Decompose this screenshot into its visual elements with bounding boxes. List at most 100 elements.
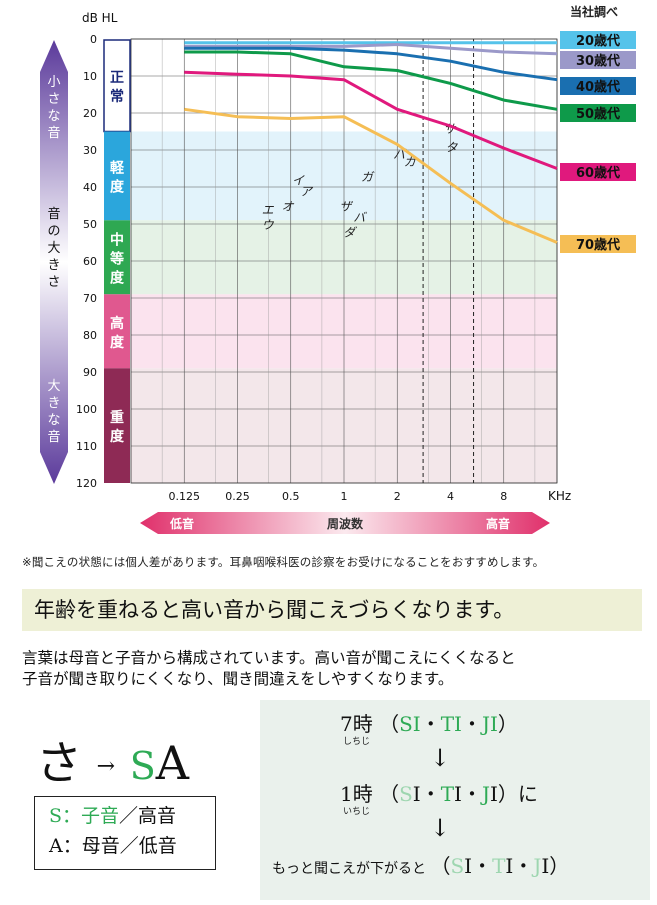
band-label-高度: 度 [110, 334, 125, 351]
y-tick-label: 20 [83, 107, 97, 120]
y-tick-label: 90 [83, 366, 97, 379]
band-side-軽度 [104, 131, 130, 221]
y-tick-label: 100 [76, 403, 97, 416]
legend-s-key: S： [49, 805, 82, 827]
series-tag-label: 60歳代 [576, 165, 620, 181]
legend-s-rest: ／高音 [119, 805, 177, 827]
speech-sound-label: ガ [361, 170, 375, 184]
left-scale-top: さ [47, 92, 60, 107]
paren-close-3: ） [549, 854, 570, 878]
l3-si-s: S [450, 854, 465, 878]
l2-ji-j: J [481, 782, 490, 806]
band-side-正常 [103, 39, 131, 133]
left-scale-top: 小 [47, 75, 60, 90]
y-tick-label: 110 [76, 440, 97, 453]
left-scale-arrow [40, 40, 68, 484]
x-tick-label: 8 [500, 490, 507, 503]
freq-high-label: 高音 [486, 516, 510, 531]
left-scale-bottom: 大 [47, 379, 60, 394]
l3-si-i: I [464, 854, 473, 878]
line3-prefix: もっと聞こえが下がると [272, 861, 426, 877]
band-label-中等度: 度 [110, 269, 125, 286]
panel-line-3: もっと聞こえが下がると （SI・TI・JI） [272, 854, 569, 881]
band-label-高度: 高 [110, 315, 124, 332]
left-scale-middle: 音 [47, 206, 60, 222]
band-side-高度 [104, 294, 130, 369]
line3-group: （SI・TI・JI） [430, 854, 569, 878]
l2-ti-i: I [454, 782, 462, 806]
freq-center-label: 周波数 [327, 516, 364, 531]
series-line-50歳代 [184, 50, 558, 111]
sa-legend-box: S：子音／高音 A：母音／低音 [34, 796, 216, 870]
x-tick-label: 0.125 [169, 490, 201, 503]
l3-ji-j: J [533, 854, 542, 878]
panel-line-2: 1時 （SI・TI・JI）に [340, 782, 538, 806]
x-tick-label: 0.25 [225, 490, 250, 503]
sa-vowel: A [155, 736, 189, 790]
y-tick-label: 40 [83, 181, 97, 194]
legend-s-line: S：子音／高音 [49, 801, 215, 831]
series-line-70歳代 [184, 107, 558, 244]
body-text: 言葉は母音と子音から構成されています。高い音が聞こえにくくなると 子音が聞き取り… [22, 648, 516, 690]
left-scale-top: 音 [47, 125, 60, 141]
left-scale-middle: 大 [47, 241, 60, 256]
band-side-中等度 [104, 220, 130, 295]
down-arrow-1: ↓ [430, 744, 451, 772]
series-tag-60歳代 [560, 163, 636, 181]
line1-ruby: しちじ [343, 737, 371, 747]
paren-open-1: （ [379, 712, 400, 736]
left-scale-middle: き [47, 258, 60, 273]
legend-s-value: 子音 [81, 805, 120, 827]
band-label-軽度: 軽 [110, 159, 125, 176]
l1-ti-t: T [440, 712, 455, 736]
y-tick-label: 0 [90, 33, 97, 46]
l3-ti-t: T [492, 854, 506, 878]
body-line-1: 言葉は母音と子音から構成されています。高い音が聞こえにくくなると [22, 649, 516, 667]
headline: 年齢を重ねると高い音から聞こえづらくなります。 [22, 589, 642, 631]
left-scale-bottom: な [47, 413, 60, 428]
band-label-重度: 重 [110, 409, 124, 426]
paren-close-1: ） [497, 712, 518, 736]
speech-sound-label: カ [404, 155, 417, 169]
left-scale-middle: の [47, 224, 60, 239]
example-panel: 7時 （SI・TI・JI） しちじ ↓ 1時 （SI・TI・JI）に いちじ ↓… [260, 700, 650, 900]
dot-3b: ・ [513, 854, 534, 878]
band-label-重度: 度 [110, 428, 125, 445]
speech-sound-label: ダ [343, 225, 357, 239]
down-arrow-2: ↓ [430, 814, 451, 842]
sa-example: さ → SA [36, 733, 189, 797]
y-tick-label: 10 [83, 70, 97, 83]
dot-3a: ・ [472, 854, 493, 878]
speech-sound-label: ウ [262, 218, 275, 232]
y-tick-label: 80 [83, 329, 97, 342]
source-note: 当社調べ [570, 4, 618, 19]
band-side-重度 [104, 368, 130, 483]
series-tag-label: 20歳代 [576, 33, 620, 49]
paren-open-3: （ [430, 854, 451, 878]
sa-consonant: S [129, 744, 156, 788]
speech-sound-label: タ [445, 140, 458, 154]
l3-ji-i: I [541, 854, 550, 878]
series-tag-label: 40歳代 [576, 79, 620, 95]
paren-close-2: ） [497, 782, 518, 806]
hearing-chart: 正常軽度中等度高度重度0102030405060708090100110120d… [40, 4, 636, 534]
band-label-軽度: 度 [110, 178, 125, 195]
band-label-正常: 正 [110, 70, 124, 86]
legend-a-line: A：母音／低音 [49, 835, 177, 857]
x-tick-label: 4 [447, 490, 454, 503]
l1-ti-i: I [454, 712, 462, 736]
y-tick-label: 50 [83, 218, 97, 231]
band-label-正常: 常 [110, 88, 124, 105]
x-tick-label: 1 [341, 490, 348, 503]
dot-2b: ・ [461, 782, 482, 806]
dot-1b: ・ [461, 712, 482, 736]
sa-arrow: → [96, 754, 116, 779]
band-label-中等度: 中 [110, 231, 124, 248]
left-scale-bottom: 音 [47, 429, 60, 445]
x-tick-label: 2 [394, 490, 401, 503]
l1-si-i: I [412, 712, 421, 736]
speech-sound-label: オ [282, 200, 295, 214]
l1-ji-j: J [481, 712, 490, 736]
series-tag-label: 50歳代 [576, 106, 620, 122]
speech-sound-label: パ [393, 148, 407, 162]
